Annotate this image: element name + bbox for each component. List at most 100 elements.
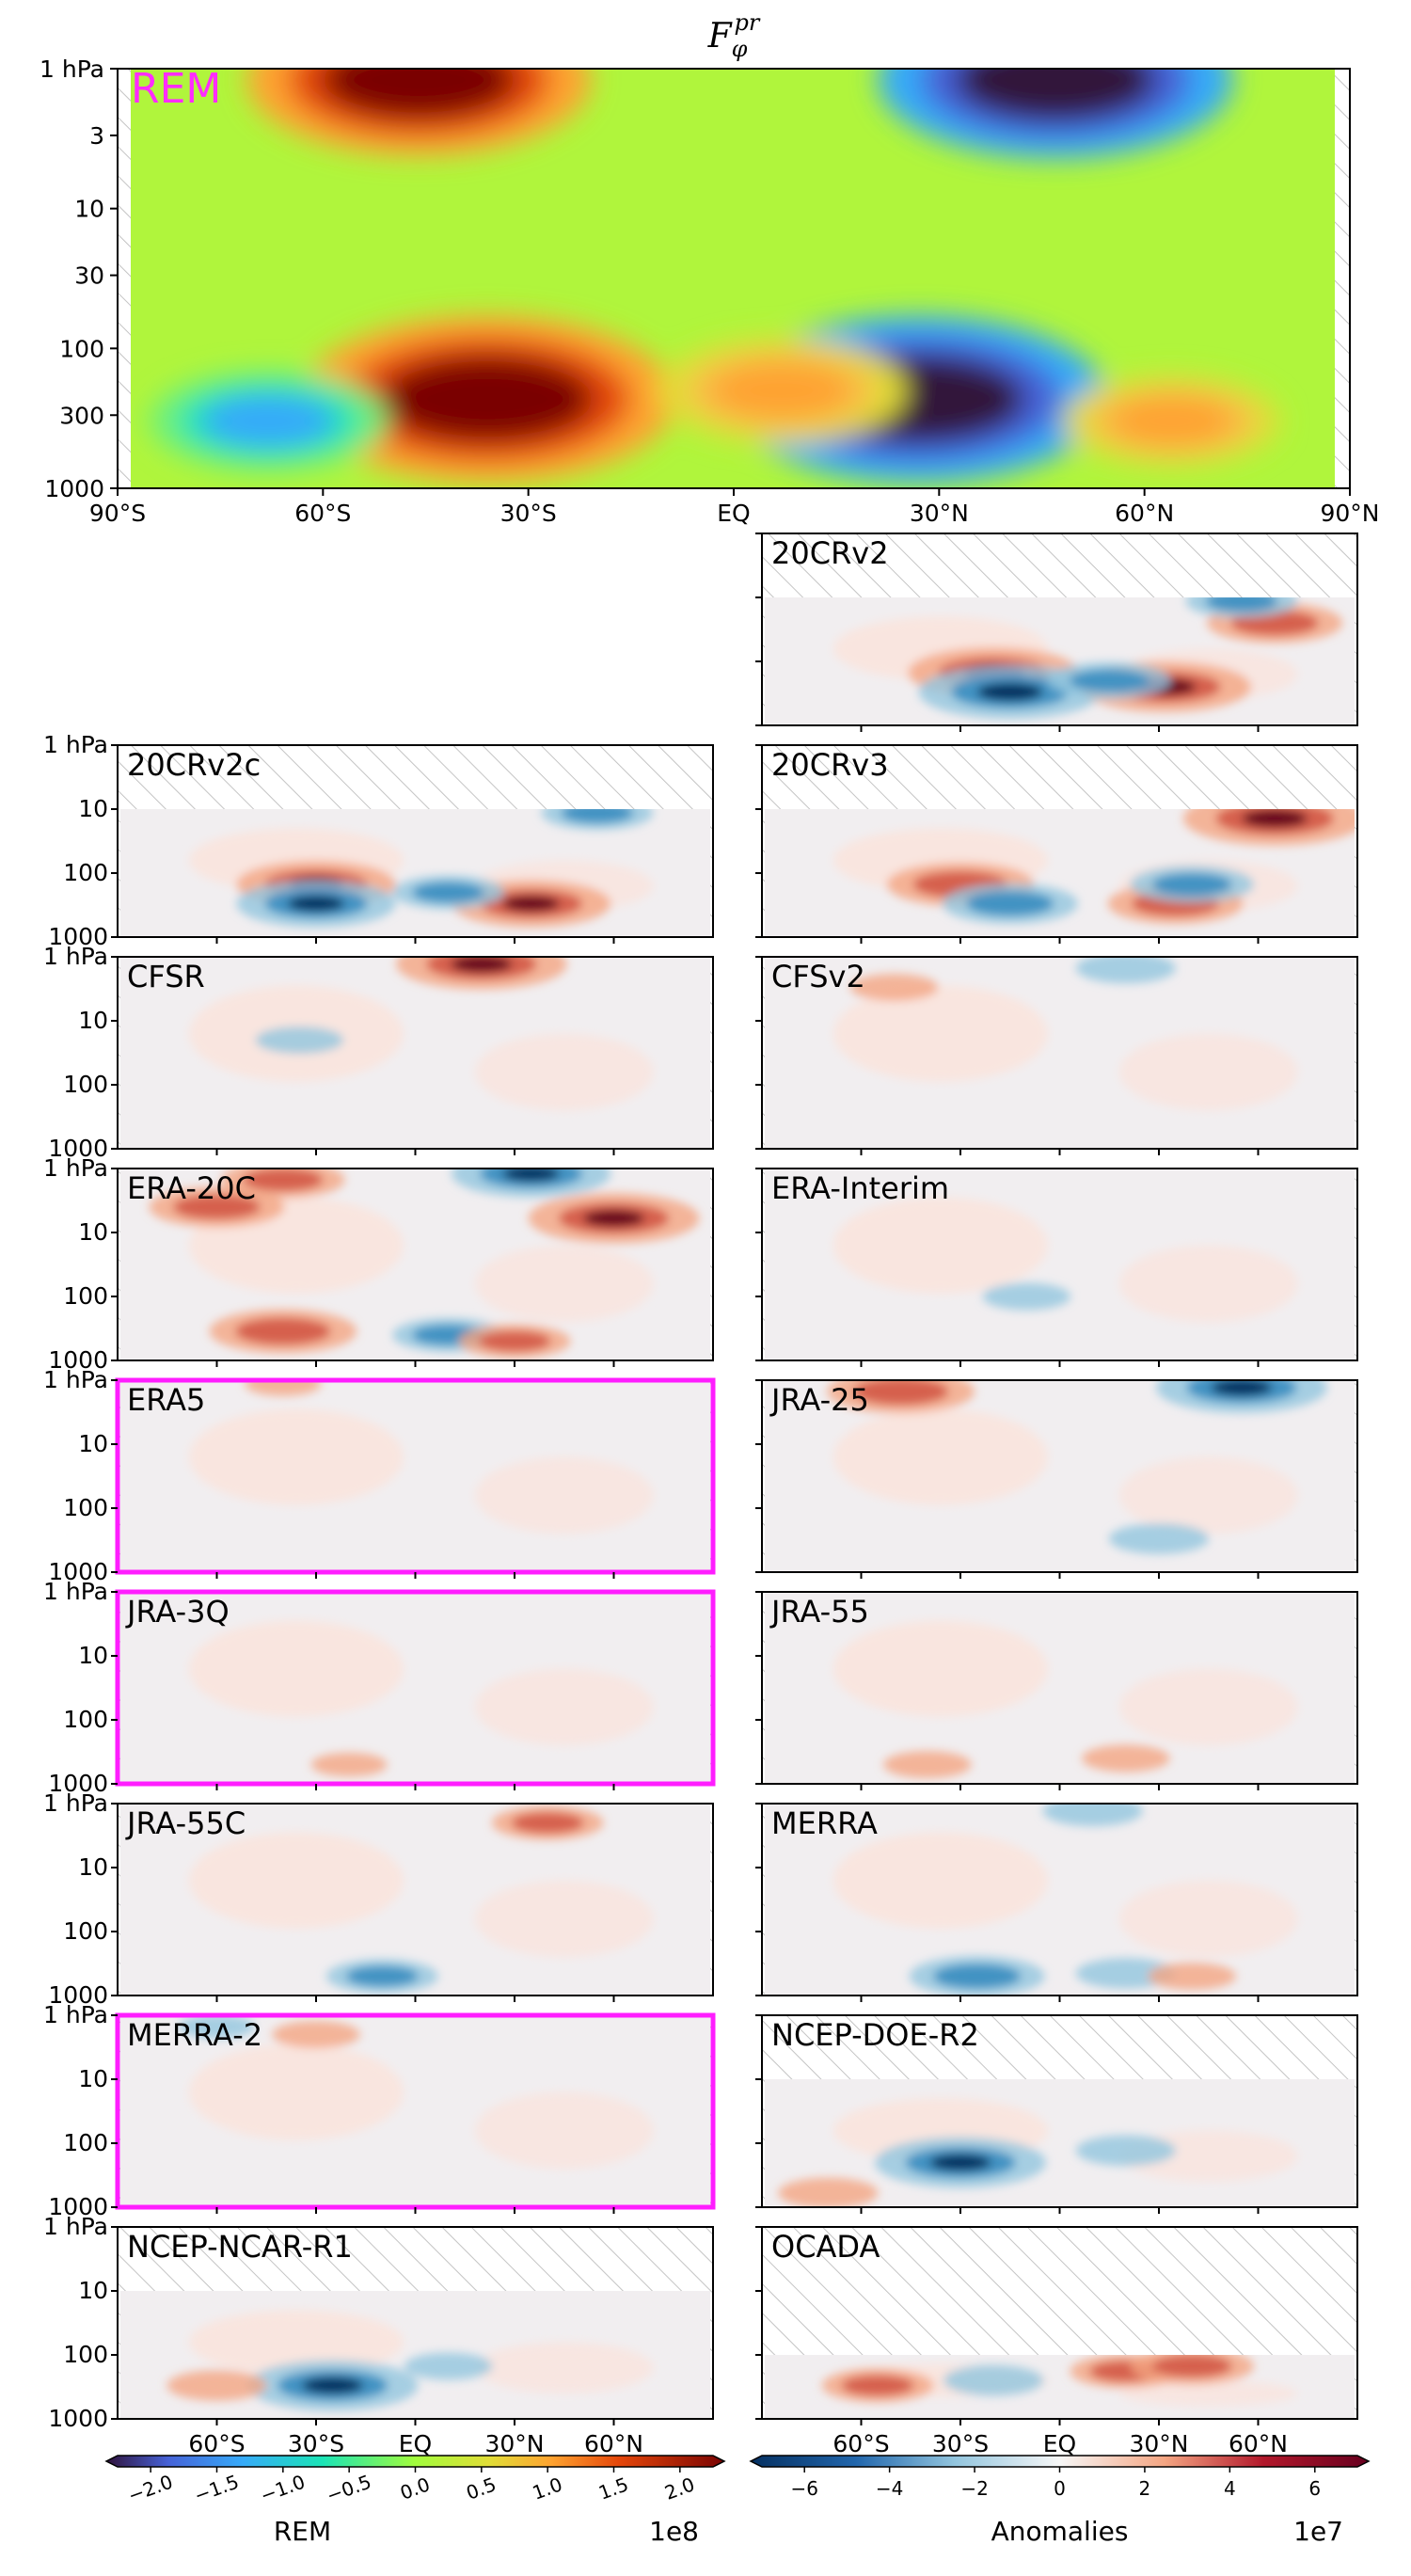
- panel-field: [120, 809, 710, 937]
- y-tick-label: 1000: [44, 475, 104, 502]
- panel-cfsv2: CFSv2: [755, 956, 1358, 1155]
- panel-field: [120, 2015, 710, 2207]
- anomaly-outer: [1075, 2135, 1177, 2166]
- panel-20crv3: 20CRv3: [755, 744, 1358, 944]
- colorbar-scale: 1e7: [1293, 2516, 1343, 2547]
- anomaly-mid: [1151, 2355, 1232, 2377]
- title-main: F: [707, 17, 734, 56]
- x-tick-label: 30°S: [288, 2430, 344, 2457]
- anomaly-mid: [346, 1965, 419, 1987]
- panel-jra-25: JRA-25: [755, 1379, 1358, 1579]
- panel-field: [120, 1169, 710, 1360]
- y-tick-label: 1 hPa: [40, 56, 104, 83]
- panel-label: JRA-55: [769, 1594, 869, 1630]
- title-subscript: φ: [732, 36, 748, 62]
- panel-field: [120, 2291, 710, 2419]
- weak-positive-area: [1118, 1033, 1298, 1111]
- anomaly-core: [287, 896, 345, 912]
- panel-label: NCEP-NCAR-R1: [127, 2229, 353, 2265]
- y-tick-label: 10: [78, 1853, 108, 1881]
- weak-positive-area: [474, 1668, 654, 1746]
- y-tick-label: 10: [78, 1007, 108, 1034]
- y-tick-label: 10: [78, 2277, 108, 2304]
- anomaly-outer: [982, 1282, 1071, 1311]
- title-superscript: pr: [734, 9, 760, 36]
- x-tick-label: 30°N: [1129, 2430, 1188, 2457]
- colorbar-tick-label: 4: [1224, 2477, 1236, 2500]
- anomaly-outer: [272, 2021, 360, 2048]
- anomaly-core: [502, 1169, 560, 1182]
- colorbar-tick-label: 2.0: [661, 2473, 697, 2504]
- anomaly-mid: [173, 1194, 261, 1219]
- anomaly-core: [583, 1209, 644, 1227]
- x-tick-label: 60°N: [1115, 500, 1174, 527]
- colorbar-tick-label: −0.5: [324, 2470, 374, 2506]
- colorbar-tick-label: 0.0: [397, 2473, 433, 2504]
- panel-label: JRA-55C: [125, 1805, 246, 1841]
- panel-field: [765, 1592, 1355, 1784]
- panel-merra-2: MERRA-2 1 hPa 10 100 1000: [43, 2001, 716, 2220]
- anomaly-mid: [1151, 873, 1232, 896]
- anomaly-outer: [404, 2352, 493, 2380]
- x-tick-label: EQ: [717, 500, 750, 527]
- y-tick-label: 100: [63, 2341, 108, 2368]
- panel-field: [765, 1169, 1355, 1360]
- anomaly-outer: [245, 1380, 322, 1396]
- rem-panel-label: REM: [131, 65, 221, 113]
- y-tick-label: 100: [63, 2129, 108, 2156]
- panel-label: NCEP-DOE-R2: [771, 2017, 979, 2053]
- colorbar-tick-label: 6: [1308, 2477, 1321, 2500]
- y-tick-label: 10: [74, 196, 104, 223]
- x-tick-label: 90°N: [1320, 500, 1379, 527]
- rem-field: [131, 69, 1335, 488]
- rem-feature-core: [711, 362, 852, 419]
- y-tick-label: 100: [63, 1071, 108, 1098]
- panel-field: [765, 2355, 1355, 2419]
- y-tick-label: 1 hPa: [43, 1366, 108, 1393]
- panel-field: [120, 1380, 710, 1572]
- panel-field: [120, 1804, 710, 1996]
- colorbar-tick-label: −1.0: [258, 2470, 309, 2506]
- panel-label: 20CRv3: [771, 747, 889, 783]
- y-tick-label: 10: [78, 1642, 108, 1669]
- anomaly-mid: [1205, 597, 1278, 612]
- anomaly-core: [1242, 809, 1308, 828]
- x-tick-label: 60°S: [188, 2430, 245, 2457]
- weak-positive-area: [1118, 1668, 1298, 1746]
- y-tick-label: 100: [63, 859, 108, 886]
- rem-feature-core: [201, 394, 336, 448]
- panel-label: ERA-Interim: [771, 1170, 949, 1206]
- anomaly-core: [929, 2154, 991, 2171]
- y-tick-label: 100: [63, 1917, 108, 1945]
- colorbar-bar: [749, 2455, 1371, 2468]
- y-tick-label: 1000: [48, 1346, 108, 1374]
- x-tick-label: 30°N: [484, 2430, 544, 2457]
- x-tick-label: 60°N: [1229, 2430, 1288, 2457]
- panel-field: [765, 1804, 1355, 1996]
- colorbar-tick-label: −1.5: [191, 2470, 242, 2506]
- panel-ocada: OCADA 60°S 30°S EQ 30°N 60°N: [755, 2226, 1358, 2457]
- panel-ncep-ncar-r1: NCEP-NCAR-R1 1 hPa 10 100 1000 60°S 30°S EQ 30°N…: [43, 2213, 714, 2457]
- anomaly-core: [502, 896, 560, 912]
- weak-positive-area: [1118, 2380, 1298, 2407]
- panel-label: JRA-25: [769, 1382, 869, 1418]
- anomaly-outer: [1148, 1963, 1237, 1990]
- x-tick-label: EQ: [1043, 2430, 1076, 2457]
- anomaly-core: [302, 2377, 364, 2394]
- panel-label: ERA5: [127, 1382, 205, 1418]
- anomaly-mid: [853, 1380, 949, 1406]
- anomalies-colorbar: −6 −4 −2 0 2 4 6 Anomalies 1e7: [749, 2455, 1371, 2547]
- panel-era-20c: ERA-20C 1 hPa 10 100 1000: [43, 1154, 714, 1374]
- y-tick-label: 100: [63, 1282, 108, 1310]
- colorbar-tick-label: −2.0: [125, 2470, 176, 2506]
- colorbar-tick-label: −6: [790, 2477, 817, 2500]
- weak-positive-area: [832, 1408, 1048, 1505]
- weak-positive-area: [188, 2043, 404, 2140]
- anomaly-outer: [1075, 957, 1177, 984]
- anomaly-mid: [1069, 669, 1149, 692]
- rem-feature-core: [322, 69, 515, 119]
- y-tick-label: 1000: [48, 2405, 108, 2432]
- y-tick-label: 100: [59, 335, 104, 362]
